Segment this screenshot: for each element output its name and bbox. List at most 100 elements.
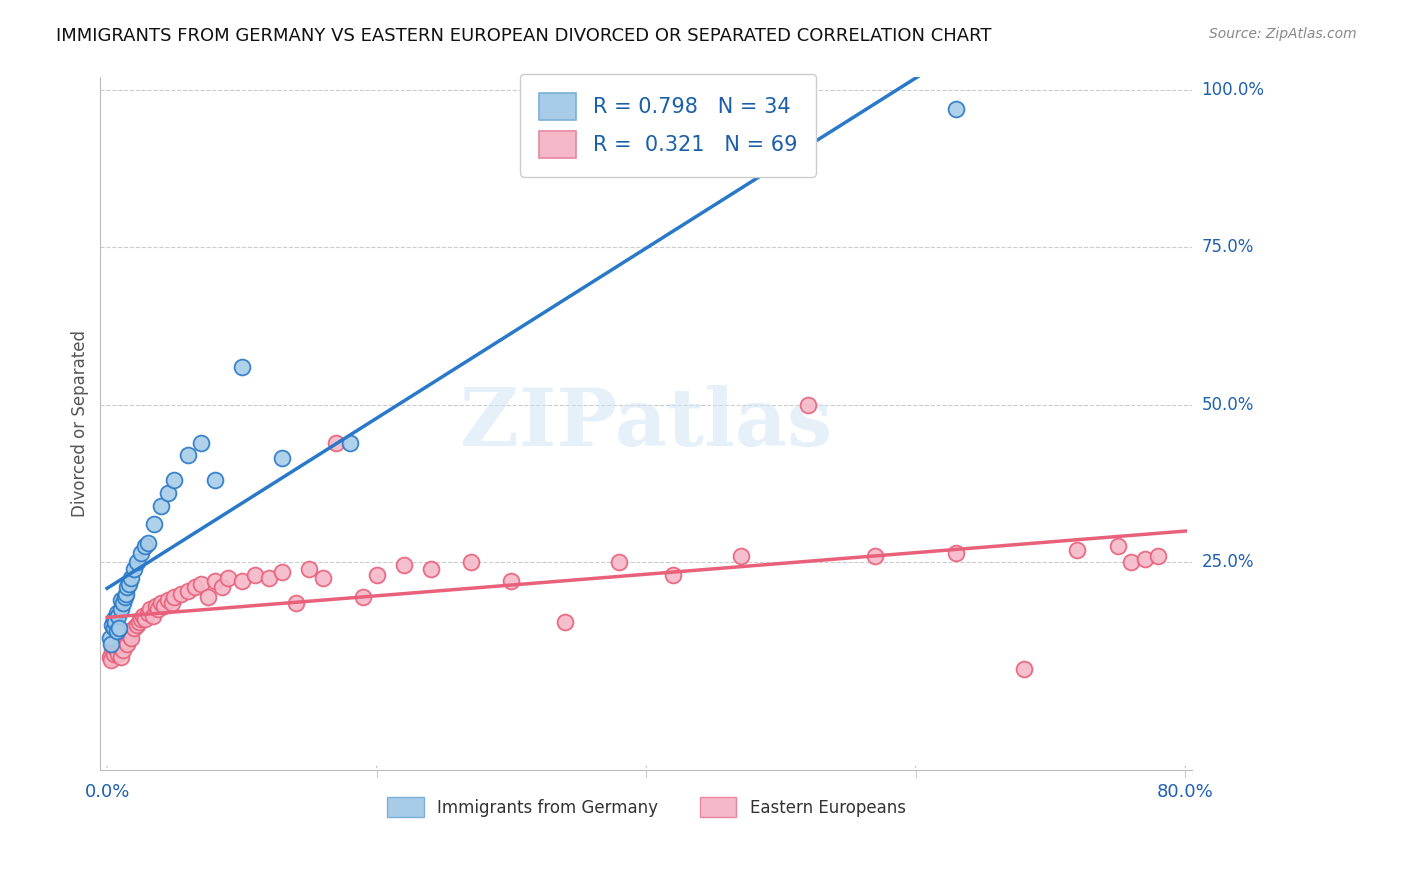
Point <box>129 612 152 626</box>
Point <box>143 517 166 532</box>
Point <box>325 435 347 450</box>
Point <box>1066 542 1088 557</box>
Point <box>104 615 127 629</box>
Point <box>122 561 145 575</box>
Point <box>125 618 148 632</box>
Point <box>231 359 253 374</box>
Point <box>945 102 967 116</box>
Point <box>217 571 239 585</box>
Point <box>501 574 523 588</box>
Point <box>148 602 170 616</box>
Point <box>110 637 132 651</box>
Point <box>105 624 128 639</box>
Point <box>118 627 141 641</box>
Point <box>117 637 139 651</box>
Point <box>163 590 186 604</box>
Point <box>156 486 179 500</box>
Point <box>115 587 138 601</box>
Text: IMMIGRANTS FROM GERMANY VS EASTERN EUROPEAN DIVORCED OR SEPARATED CORRELATION CH: IMMIGRANTS FROM GERMANY VS EASTERN EUROP… <box>56 27 991 45</box>
Point <box>134 612 156 626</box>
Text: 0.0%: 0.0% <box>84 782 129 801</box>
Point <box>662 567 685 582</box>
Point <box>211 581 233 595</box>
Point <box>103 647 125 661</box>
Point <box>352 590 374 604</box>
Point <box>177 583 200 598</box>
Point <box>1133 552 1156 566</box>
Point <box>865 549 887 563</box>
Point <box>607 555 630 569</box>
Point <box>190 577 212 591</box>
Point <box>419 561 441 575</box>
Point <box>100 637 122 651</box>
Point <box>112 596 135 610</box>
Y-axis label: Divorced or Separated: Divorced or Separated <box>72 330 89 517</box>
Text: 80.0%: 80.0% <box>1157 782 1213 801</box>
Point <box>118 577 141 591</box>
Point <box>142 608 165 623</box>
Point <box>128 615 150 629</box>
Point <box>107 647 129 661</box>
Point <box>117 581 139 595</box>
Point <box>129 546 152 560</box>
Point <box>271 451 294 466</box>
Point <box>183 581 205 595</box>
Point <box>139 602 162 616</box>
Point <box>271 565 294 579</box>
Point <box>231 574 253 588</box>
Point <box>122 621 145 635</box>
Point <box>190 435 212 450</box>
Point <box>98 649 121 664</box>
Point <box>156 593 179 607</box>
Point <box>120 571 142 585</box>
Point <box>257 571 280 585</box>
Point <box>110 649 132 664</box>
Point <box>245 567 267 582</box>
Point <box>108 621 131 635</box>
Point <box>339 435 361 450</box>
Point <box>107 608 129 623</box>
Point <box>110 593 132 607</box>
Point <box>204 574 226 588</box>
Legend: Immigrants from Germany, Eastern Europeans: Immigrants from Germany, Eastern Europea… <box>380 790 912 824</box>
Point <box>460 555 482 569</box>
Point <box>108 640 131 655</box>
Point <box>152 599 174 614</box>
Point <box>105 606 128 620</box>
Point <box>112 643 135 657</box>
Point <box>284 596 307 610</box>
Point <box>136 606 159 620</box>
Point <box>945 546 967 560</box>
Point <box>150 596 173 610</box>
Text: Source: ZipAtlas.com: Source: ZipAtlas.com <box>1209 27 1357 41</box>
Point <box>110 602 132 616</box>
Point <box>118 624 141 639</box>
Point <box>114 590 136 604</box>
Point <box>100 653 122 667</box>
Text: 50.0%: 50.0% <box>1202 396 1254 414</box>
Point <box>160 596 183 610</box>
Point <box>150 499 173 513</box>
Point <box>101 618 124 632</box>
Point <box>125 555 148 569</box>
Text: 75.0%: 75.0% <box>1202 238 1254 256</box>
Point <box>98 631 121 645</box>
Point <box>163 474 186 488</box>
Point <box>197 590 219 604</box>
Point <box>136 536 159 550</box>
Point <box>115 634 138 648</box>
Text: ZIPatlas: ZIPatlas <box>460 384 832 463</box>
Point <box>104 637 127 651</box>
Point <box>392 558 415 573</box>
Point <box>797 398 820 412</box>
Point <box>114 631 136 645</box>
Point <box>103 621 125 635</box>
Point <box>101 643 124 657</box>
Point <box>120 631 142 645</box>
Point <box>730 549 752 563</box>
Point <box>103 640 125 655</box>
Point <box>170 587 193 601</box>
Point <box>145 599 167 614</box>
Point <box>554 615 576 629</box>
Point <box>312 571 335 585</box>
